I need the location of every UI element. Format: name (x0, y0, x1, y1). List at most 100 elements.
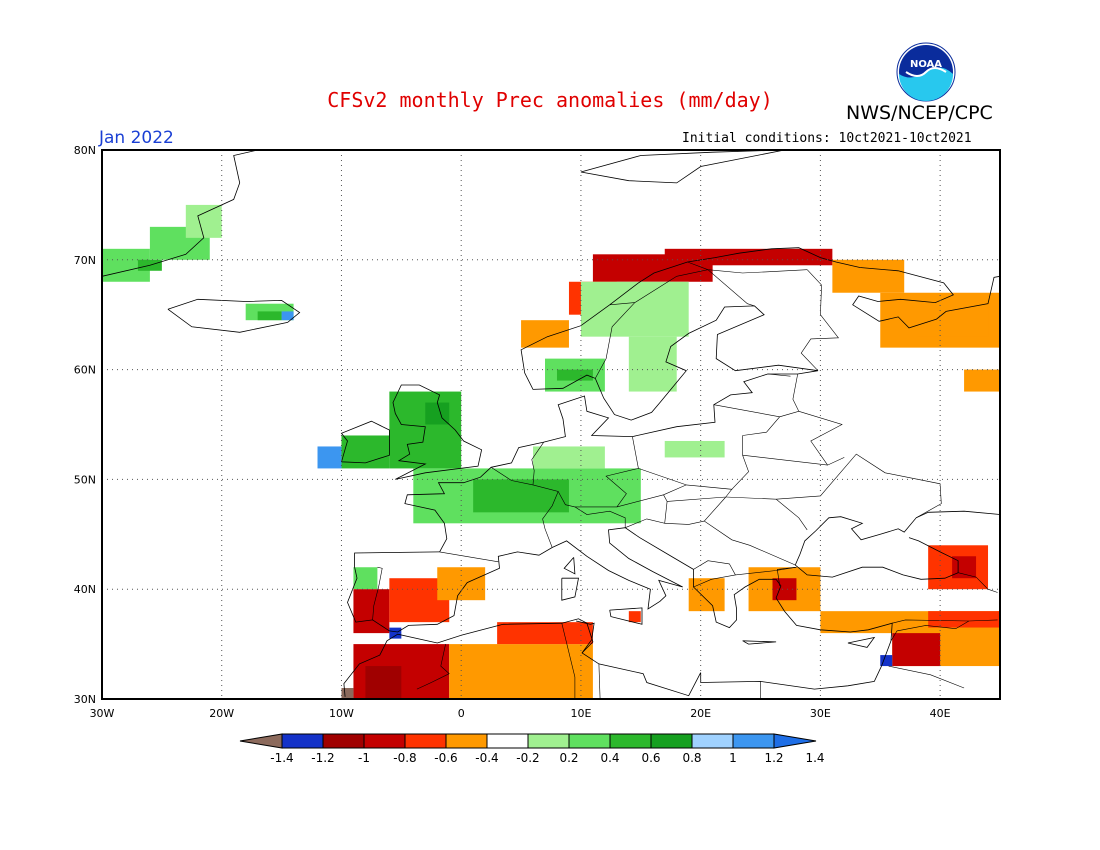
anomaly-cell (688, 578, 725, 612)
lon-tick-label: 30E (810, 707, 831, 720)
coastline (392, 384, 483, 480)
coastline (576, 620, 595, 654)
coastline (343, 527, 893, 697)
legend-tick-label: 1.4 (805, 751, 824, 765)
legend-swatch (568, 733, 611, 749)
legend-tick-label: 0.2 (559, 751, 578, 765)
map-title: CFSv2 monthly Prec anomalies (mm/day) (327, 88, 773, 112)
country-border (731, 435, 749, 490)
lat-tick-label: 30N (74, 693, 96, 706)
lon-tick-label: 0 (458, 707, 465, 720)
latitude-labels: 30N 40N 50N 60N 70N 80N (74, 144, 96, 706)
lon-tick-label: 20W (209, 707, 234, 720)
noaa-logo-icon: NOAA (896, 42, 956, 102)
anomaly-cell (928, 611, 1000, 628)
country-border (664, 520, 705, 525)
anomaly-cell (533, 446, 605, 469)
country-border (767, 373, 791, 377)
map-frame (101, 149, 1001, 700)
country-border (776, 566, 797, 586)
anomaly-cell (317, 446, 342, 469)
legend-tick-label: 0.6 (641, 751, 660, 765)
country-border (616, 484, 733, 508)
lon-tick-label: 30W (90, 707, 115, 720)
coastline (167, 298, 301, 333)
country-border (598, 663, 601, 700)
coastline (563, 557, 576, 575)
agency-label: NWS/NCEP/CPC (846, 102, 993, 124)
lon-tick-label: 10E (570, 707, 591, 720)
anomaly-cell (772, 578, 797, 601)
legend-swatch (281, 733, 324, 749)
forecast-month: Jan 2022 (99, 128, 174, 148)
anomaly-cell (353, 567, 378, 590)
country-border (958, 572, 998, 593)
coastline (101, 149, 258, 277)
legend-tick-label: 1 (729, 751, 737, 765)
initial-conditions: Initial conditions: 10ct2021-10ct2021 (682, 131, 972, 146)
coastline (609, 607, 643, 625)
anomaly-cell (449, 644, 593, 699)
legend-swatch (527, 733, 570, 749)
lat-tick-label: 50N (74, 473, 96, 486)
coastline (794, 510, 1001, 580)
anomaly-cell (353, 589, 390, 634)
anomaly-cell (580, 281, 689, 337)
anomaly-cell (473, 479, 569, 513)
country-border (693, 574, 736, 588)
country-border (574, 506, 626, 528)
legend-arrow-left (239, 733, 283, 749)
legend-swatch (404, 733, 447, 749)
anomaly-cell (257, 311, 282, 321)
legend-tick-label: 0.8 (682, 751, 701, 765)
legend-tick-label: 0.4 (600, 751, 619, 765)
country-border (687, 261, 808, 274)
country-border (892, 619, 998, 624)
anomaly-cell (341, 435, 390, 469)
anomaly-cell (389, 627, 402, 639)
country-border (713, 404, 780, 418)
anomaly-cell (664, 440, 725, 458)
anomaly-cell (497, 622, 593, 645)
country-border (703, 496, 796, 566)
lon-tick-label: 20E (690, 707, 711, 720)
legend-swatch (650, 733, 693, 749)
legend-tick-label: -1 (358, 751, 370, 765)
country-border (725, 496, 808, 531)
coastline (580, 149, 785, 184)
coastlines (101, 149, 1001, 700)
lon-tick-label: 10W (329, 707, 354, 720)
anomaly-cell (964, 369, 1000, 392)
lon-tick-label: 40E (930, 707, 951, 720)
country-border (742, 373, 800, 436)
country-border (561, 623, 576, 699)
country-border (557, 436, 639, 508)
legend-tick-label: -1.4 (270, 751, 293, 765)
country-border (609, 269, 755, 307)
coastline (561, 577, 579, 601)
anomaly-cell (628, 336, 677, 392)
country-border (416, 644, 450, 690)
anomaly-cell (389, 391, 462, 469)
legend-swatch (363, 733, 406, 749)
anomaly-cell (832, 259, 905, 293)
coastline (404, 247, 1001, 553)
anomaly-cell (556, 369, 593, 381)
lat-tick-label: 70N (74, 254, 96, 267)
legend-tick-label: -0.2 (516, 751, 539, 765)
country-border (890, 620, 970, 641)
anomaly-cell (628, 611, 641, 623)
anomaly-cell (892, 633, 941, 667)
legend-tick-label: -0.6 (434, 751, 457, 765)
country-border (798, 411, 843, 466)
coastline (742, 640, 777, 645)
noaa-logo-text: NOAA (910, 59, 942, 70)
country-border (742, 454, 845, 466)
anomaly-cell (281, 311, 294, 321)
coastline (847, 636, 876, 648)
anomaly-cell (365, 666, 402, 699)
legend-swatch (486, 733, 529, 749)
legend-swatch (691, 733, 734, 749)
longitude-labels: 30W 20W 10W 0 10E 20E 30E 40E (90, 707, 951, 720)
lat-tick-label: 80N (74, 144, 96, 157)
